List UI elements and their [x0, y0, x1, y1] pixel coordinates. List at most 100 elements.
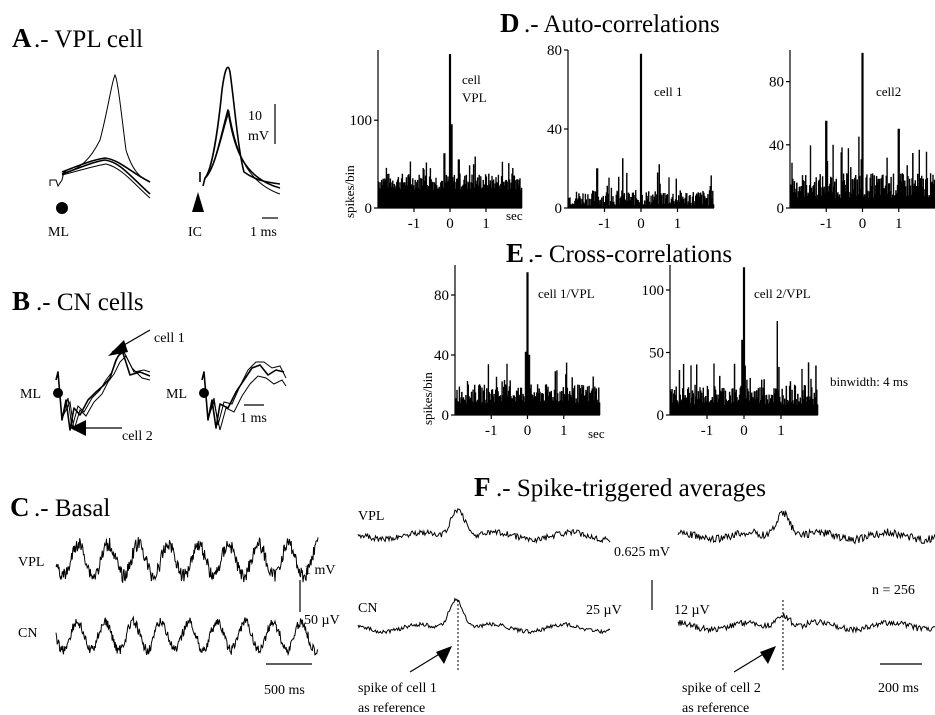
ml-stimulus-dot: [56, 202, 68, 214]
panel-a-scale-v: 10: [248, 109, 262, 124]
y-tick-label: 0: [555, 201, 563, 217]
sta-vpl-cell1-trace: [357, 508, 611, 544]
panel-f-ref2a: spike of cell 2: [682, 681, 761, 696]
histogram-bars: [789, 52, 935, 208]
sta-vpl-cell2-trace: [677, 509, 935, 545]
panel-f-scale-t: 200 ms: [878, 681, 919, 696]
y-tick-label: 0: [442, 408, 450, 424]
panel-e-sec: sec: [588, 426, 605, 441]
panel-f-title: .- Spike-triggered averages: [496, 475, 766, 502]
panel-f-vpl-label: VPL: [358, 509, 384, 524]
x-tick-label: 1: [560, 423, 568, 439]
panel-b-traces-left: [55, 349, 151, 431]
basal-vpl-trace: [55, 537, 319, 583]
y-tick-label: 80: [769, 75, 784, 91]
panel-d-sec: sec: [506, 208, 523, 223]
panel-a-traces: [49, 66, 281, 199]
ic-stimulus-arrowhead: [192, 192, 204, 212]
panel-f-cn-label: CN: [358, 601, 377, 616]
panel-d: D .- Auto-correlations spikes/bin sec -1…: [342, 8, 935, 232]
ref2-arrowhead: [760, 646, 776, 664]
x-tick-label: -1: [820, 216, 833, 232]
panel-d-label-cell1: cell 1: [654, 84, 683, 99]
y-tick-label: 80: [434, 288, 449, 304]
panel-b-traces-right: [201, 361, 287, 431]
panel-b-ml-right-label: ML: [166, 387, 187, 402]
panel-c-scale-t: 500 ms: [264, 683, 305, 698]
histogram-bars: [454, 272, 601, 415]
x-tick-label: 1: [777, 423, 785, 439]
y-tick-label: 100: [642, 283, 665, 299]
panel-c: C .- Basal VPL CN 1 mV 50 µV 500 ms: [10, 492, 340, 698]
x-tick-label: 0: [637, 216, 645, 232]
panel-f-ref1a: spike of cell 1: [358, 681, 437, 696]
panel-f-ref2b: as reference: [682, 701, 749, 715]
ml-dot-left: [53, 388, 63, 398]
panel-b-title: .- CN cells: [36, 289, 144, 316]
autocorrelogram-cell2: -1 0 1 0 40 80: [769, 50, 935, 232]
panel-a: A .- VPL cell ML IC 10 mV 1 ms: [12, 23, 281, 240]
panel-c-scale-v2: 50 µV: [304, 613, 340, 628]
panel-b-letter: B: [12, 286, 30, 316]
panel-c-scale-v1: 1 mV: [304, 563, 336, 578]
panel-d-label-cell2: cell2: [876, 84, 901, 99]
panel-e-label-cell2: cell 2/VPL: [754, 286, 811, 301]
panel-b-cell2-label: cell 2: [122, 429, 153, 444]
panel-d-label-vpl-1: cell: [462, 72, 481, 87]
autocorrelogram-vpl: -1 0 1 0 100: [350, 50, 523, 232]
x-tick-label: -1: [408, 216, 421, 232]
crosscorrelogram-cell2-vpl: -1 0 1 0 50 100: [642, 265, 819, 439]
panel-e-ylabel: spikes/bin: [420, 372, 435, 425]
panel-c-letter: C: [10, 492, 30, 522]
panel-f-scale-cn2: 12 µV: [674, 603, 710, 618]
histogram-bars: [377, 54, 523, 208]
x-tick-label: 0: [524, 423, 532, 439]
x-tick-label: 1: [895, 216, 903, 232]
panel-f-scale-vpl: 0.625 mV: [614, 545, 670, 560]
panel-e-binwidth: binwidth: 4 ms: [830, 374, 908, 389]
y-tick-label: 0: [365, 201, 373, 217]
y-tick-label: 40: [547, 122, 562, 138]
y-tick-label: 0: [657, 408, 665, 424]
panel-b-scale-t: 1 ms: [240, 411, 267, 426]
sta-cn-cell1-trace: [357, 597, 611, 635]
panel-b-cell1-label: cell 1: [154, 331, 185, 346]
x-tick-label: -1: [701, 423, 714, 439]
autocorrelogram-cell1: -1 0 1 0 40 80: [547, 43, 715, 232]
panel-e-title: .- Cross-correlations: [528, 241, 732, 268]
histogram-bars: [567, 53, 715, 208]
panel-e-label-cell1: cell 1/VPL: [538, 286, 595, 301]
panel-a-scale-v-unit: mV: [248, 129, 269, 144]
panel-f-scale-cn1: 25 µV: [586, 603, 622, 618]
x-tick-label: 0: [446, 216, 454, 232]
y-tick-label: 100: [350, 113, 373, 129]
panel-d-ylabel: spikes/bin: [342, 165, 357, 218]
crosscorrelogram-cell1-vpl: -1 0 1 0 40 80: [434, 265, 601, 439]
histogram-bars: [669, 267, 819, 415]
panel-d-title: .- Auto-correlations: [524, 11, 720, 38]
cell2-arrowhead: [70, 420, 86, 436]
panel-b: B .- CN cells cell 1 cell 2 ML ML 1 ms: [12, 286, 287, 444]
panel-f-n: n = 256: [872, 583, 915, 598]
panel-a-scale-t: 1 ms: [250, 225, 277, 240]
panel-c-vpl-label: VPL: [18, 555, 44, 570]
panel-a-title: .- VPL cell: [34, 26, 143, 53]
panel-d-label-vpl-2: VPL: [462, 90, 487, 105]
panel-f-ref1b: as reference: [358, 701, 425, 715]
panel-a-ic-label: IC: [188, 225, 202, 240]
panel-e-letter: E: [506, 238, 524, 268]
panel-c-title: .- Basal: [34, 495, 110, 522]
basal-cn-trace: [55, 615, 319, 657]
panel-b-ml-left-label: ML: [20, 387, 41, 402]
sta-cn-cell2-trace: [677, 613, 935, 634]
panel-a-letter: A: [12, 23, 32, 53]
panel-d-letter: D: [500, 8, 520, 38]
ref1-arrowhead: [436, 646, 452, 664]
cell1-arrowhead: [108, 340, 128, 356]
panel-c-cn-label: CN: [18, 626, 37, 641]
y-tick-label: 40: [769, 138, 784, 154]
ml-dot-right: [199, 388, 209, 398]
panel-a-ml-label: ML: [48, 225, 69, 240]
x-tick-label: 1: [482, 216, 490, 232]
